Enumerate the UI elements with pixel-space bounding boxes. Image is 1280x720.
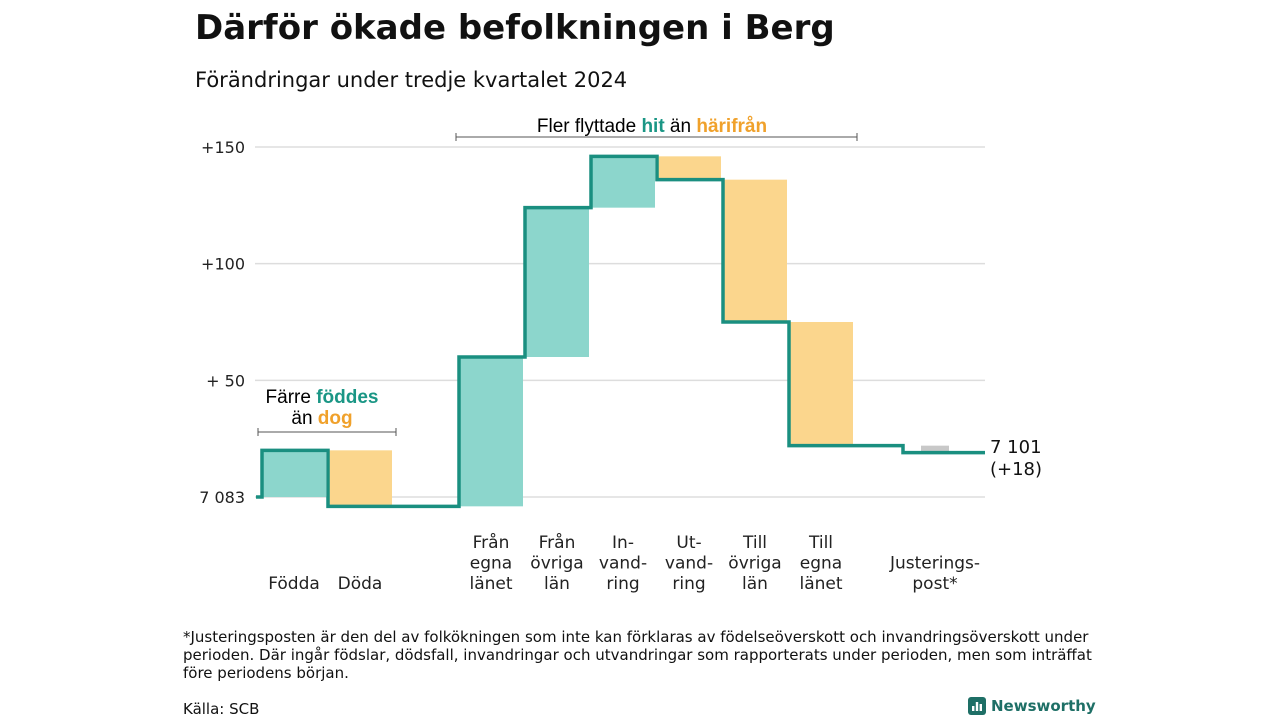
x-tick-label: Justerings- (889, 554, 980, 574)
end-label-line: 7 101 (990, 437, 1042, 458)
end-label-line: (+18) (990, 459, 1042, 480)
x-tick-label: Från (539, 532, 576, 553)
footnote: *Justeringsposten är den del av folkökni… (183, 628, 1092, 682)
x-tick-label: In- (612, 533, 634, 553)
chart-title: Därför ökade befolkningen i Berg (195, 8, 835, 48)
annotation-migration-bracket (455, 133, 858, 141)
y-tick-label: +150 (201, 138, 245, 157)
bar-3 (459, 357, 523, 507)
bar-4 (525, 207, 589, 357)
brand-logo: Newsworthy (968, 697, 1096, 715)
annotation-natural-bracket (257, 428, 397, 436)
y-tick-label: 7 083 (199, 488, 245, 507)
x-tick-label: Ut- (676, 533, 701, 553)
x-tick-label: Till (742, 533, 767, 553)
x-axis-labels: Födda DödaFrånegnalänetFrånövrigalänIn-va… (268, 532, 980, 594)
bar-8 (789, 322, 853, 446)
bar-chart-logo-icon (968, 697, 986, 715)
x-tick-label: länet (799, 574, 842, 594)
y-axis-ticks: 7 083 + 50 +100 +150 (199, 138, 245, 507)
x-tick-label: egna (470, 554, 512, 574)
x-tick-label: Döda (338, 574, 383, 594)
x-tick-label: övriga (530, 554, 583, 574)
x-tick-label: ring (606, 574, 639, 594)
bar-1 (262, 450, 326, 497)
x-tick-label: län (742, 574, 768, 594)
bar-6 (657, 156, 721, 180)
x-tick-label: vand- (599, 554, 647, 574)
annotation-natural-line2: än dog (291, 408, 352, 429)
cumulative-step-line (256, 154, 985, 509)
chart-subtitle: Förändringar under tredje kvartalet 2024 (195, 68, 628, 92)
bars (262, 156, 949, 507)
x-tick-label: vand- (665, 554, 713, 574)
source-label: Källa: SCB (183, 700, 260, 718)
x-tick-label: egna (800, 554, 842, 574)
annotation-natural: Färre föddes än dog (257, 387, 397, 436)
y-tick-label: + 50 (206, 371, 245, 390)
annotation-natural-line1: Färre föddes (266, 387, 379, 408)
annotation-migration: Fler flyttade hit än härifrån (455, 116, 858, 141)
y-tick-label: +100 (201, 255, 245, 274)
x-tick-label: Från (473, 532, 510, 553)
x-tick-label: Födda (268, 574, 320, 594)
brand-name: Newsworthy (991, 697, 1096, 715)
bar-5 (591, 156, 655, 208)
x-tick-label: län (544, 574, 570, 594)
x-tick-label: övriga (728, 554, 781, 574)
x-tick-label: Till (808, 533, 833, 553)
x-tick-label: länet (469, 574, 512, 594)
bar-7 (723, 179, 787, 322)
bar-2 (328, 450, 392, 507)
bar-9 (921, 445, 949, 453)
annotation-migration-text: Fler flyttade hit än härifrån (537, 116, 767, 137)
x-tick-label: ring (672, 574, 705, 594)
end-value-label: 7 101(+18) (990, 437, 1042, 480)
x-tick-label: post* (912, 574, 957, 594)
